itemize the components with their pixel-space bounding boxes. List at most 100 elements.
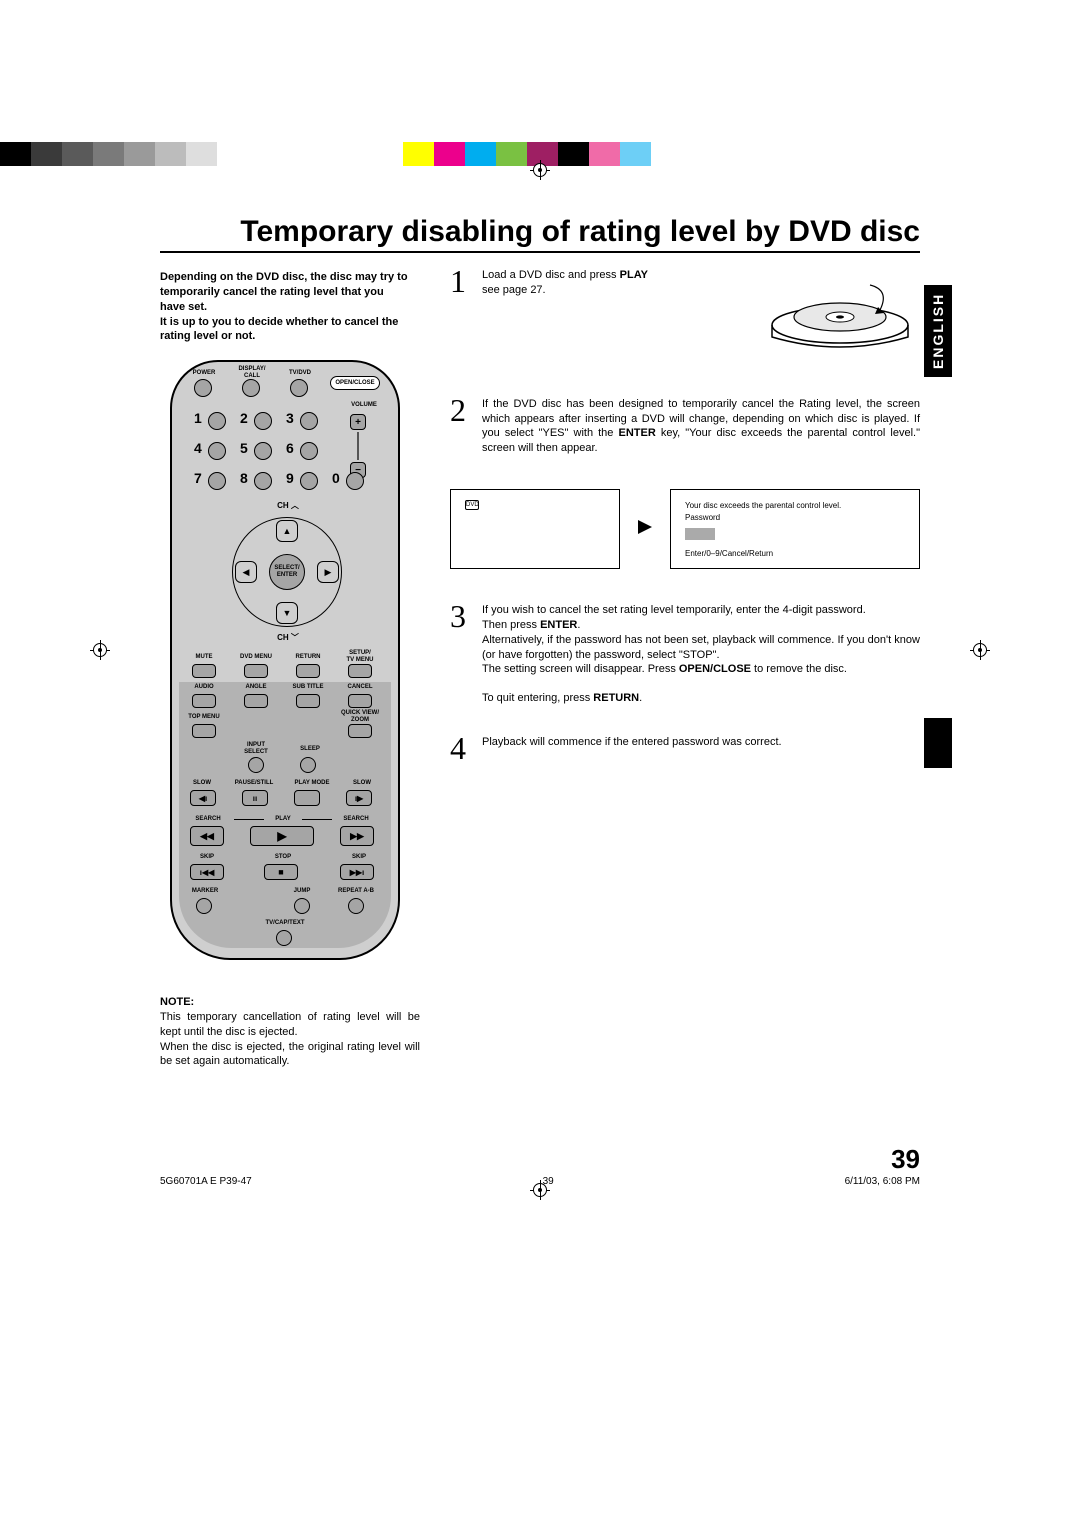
power-button[interactable] xyxy=(194,379,212,397)
step-3: 3 If you wish to cancel the set rating l… xyxy=(450,600,920,706)
marker-label: MARKER xyxy=(184,888,226,895)
num-7-button[interactable] xyxy=(208,472,226,490)
ch-down-label: CH ﹀ xyxy=(268,634,308,643)
subtitle-label: SUB TITLE xyxy=(286,684,330,691)
subtitle-button[interactable] xyxy=(296,694,320,708)
angle-label: ANGLE xyxy=(238,684,274,691)
num-5: 5 xyxy=(240,440,248,456)
search-rev-button[interactable]: ◀◀ xyxy=(190,826,224,846)
slow-fwd-button[interactable]: ı▶ xyxy=(346,790,372,806)
slow-rev-button[interactable]: ◀ı xyxy=(190,790,216,806)
power-label: POWER xyxy=(190,370,218,377)
step-3-p1bold: ENTER xyxy=(540,619,577,631)
step-2: 2 If the DVD disc has been designed to t… xyxy=(450,394,920,456)
sleep-button[interactable] xyxy=(300,757,316,773)
step-1-num: 1 xyxy=(450,265,478,298)
password-screen-diagram: DVD Your disc exceeds the parental contr… xyxy=(450,485,920,573)
slow-l-label: SLOW xyxy=(186,780,218,787)
slow-r-label: SLOW xyxy=(346,780,378,787)
topmenu-button[interactable] xyxy=(192,724,216,738)
num-4-button[interactable] xyxy=(208,442,226,460)
num-6-button[interactable] xyxy=(300,442,318,460)
step-4: 4 Playback will commence if the entered … xyxy=(450,732,920,764)
repeat-label: REPEAT A-B xyxy=(328,888,384,895)
num-9-button[interactable] xyxy=(300,472,318,490)
mute-button[interactable] xyxy=(192,664,216,678)
return-button[interactable] xyxy=(296,664,320,678)
dialog-line3: Enter/0–9/Cancel/Return xyxy=(685,548,905,560)
skip-next-button[interactable]: ▶▶ı xyxy=(340,864,374,880)
num-2-button[interactable] xyxy=(254,412,272,430)
angle-button[interactable] xyxy=(244,694,268,708)
section-marker xyxy=(924,718,952,768)
arrow-icon xyxy=(636,518,654,541)
num-5-button[interactable] xyxy=(254,442,272,460)
step-3-p3bold: OPEN/CLOSE xyxy=(679,663,751,675)
dpad-right-button[interactable]: ▶ xyxy=(317,561,339,583)
select-enter-button[interactable]: SELECT/ ENTER xyxy=(269,554,305,590)
num-3: 3 xyxy=(286,410,294,426)
jump-label: JUMP xyxy=(286,888,318,895)
steps-lower: 3 If you wish to cancel the set rating l… xyxy=(450,600,920,790)
stop-button[interactable]: ■ xyxy=(264,864,298,880)
step-3-p4a: To quit entering, press xyxy=(482,692,593,704)
dpad-left-button[interactable]: ◀ xyxy=(235,561,257,583)
step-2-bold: ENTER xyxy=(619,427,656,439)
dpad-up-button[interactable]: ▲ xyxy=(276,520,298,542)
cancel-label: CANCEL xyxy=(340,684,380,691)
jump-button[interactable] xyxy=(294,898,310,914)
dpad-down-button[interactable]: ▼ xyxy=(276,602,298,624)
play-button[interactable]: ▶ xyxy=(250,826,314,846)
volume-up-button[interactable]: + xyxy=(350,414,366,430)
registration-mark-left xyxy=(90,640,110,660)
registration-mark-top xyxy=(530,160,550,180)
ch-up-label: CH ︿ xyxy=(268,502,308,511)
dvdmenu-button[interactable] xyxy=(244,664,268,678)
pausestill-label: PAUSE/STILL xyxy=(226,780,282,787)
stop-label: STOP xyxy=(268,854,298,861)
inputselect-label: INPUT SELECT xyxy=(234,742,278,755)
note-block: NOTE: This temporary cancellation of rat… xyxy=(160,995,420,1069)
page-number: 39 xyxy=(891,1144,920,1175)
inputselect-button[interactable] xyxy=(248,757,264,773)
cancel-button[interactable] xyxy=(348,694,372,708)
num-1-button[interactable] xyxy=(208,412,226,430)
pause-button[interactable]: ıı xyxy=(242,790,268,806)
num-0-button[interactable] xyxy=(346,472,364,490)
skip-l-label: SKIP xyxy=(192,854,222,861)
num-6: 6 xyxy=(286,440,294,456)
num-8-button[interactable] xyxy=(254,472,272,490)
tvcaptext-button[interactable] xyxy=(276,930,292,946)
tvdvd-button[interactable] xyxy=(290,379,308,397)
search-r-label: SEARCH xyxy=(336,816,376,823)
display-button[interactable] xyxy=(242,379,260,397)
footer-left: 5G60701A E P39-47 xyxy=(160,1176,252,1187)
step-4-text: Playback will commence if the entered pa… xyxy=(482,736,782,748)
setup-button[interactable] xyxy=(348,664,372,678)
step-3-p3b: to remove the disc. xyxy=(751,663,847,675)
quickview-button[interactable] xyxy=(348,724,372,738)
marker-button[interactable] xyxy=(196,898,212,914)
footer-right: 6/11/03, 6:08 PM xyxy=(845,1176,920,1187)
num-4: 4 xyxy=(194,440,202,456)
footer-center: 39 xyxy=(543,1176,554,1187)
mute-label: MUTE xyxy=(184,654,224,661)
tvdvd-label: TV/DVD xyxy=(284,370,316,377)
step-2-num: 2 xyxy=(450,394,478,456)
audio-button[interactable] xyxy=(192,694,216,708)
tvcaptext-label: TV/CAP/TEXT xyxy=(250,920,320,927)
display-call-label: DISPLAY/ CALL xyxy=(234,366,270,379)
playmode-button[interactable] xyxy=(294,790,320,806)
dialog-line1: Your disc exceeds the parental control l… xyxy=(685,500,905,512)
step-3-p4b: . xyxy=(639,692,642,704)
repeat-button[interactable] xyxy=(348,898,364,914)
step-3-p1a: If you wish to cancel the set rating lev… xyxy=(482,604,866,616)
open-close-button[interactable]: OPEN/CLOSE xyxy=(330,376,380,390)
num-3-button[interactable] xyxy=(300,412,318,430)
num-2: 2 xyxy=(240,410,248,426)
note-label: NOTE: xyxy=(160,996,194,1008)
search-fwd-button[interactable]: ▶▶ xyxy=(340,826,374,846)
page-content: Temporary disabling of rating level by D… xyxy=(160,215,920,1195)
step-1-text-a: Load a DVD disc and press xyxy=(482,269,616,281)
skip-prev-button[interactable]: ı◀◀ xyxy=(190,864,224,880)
